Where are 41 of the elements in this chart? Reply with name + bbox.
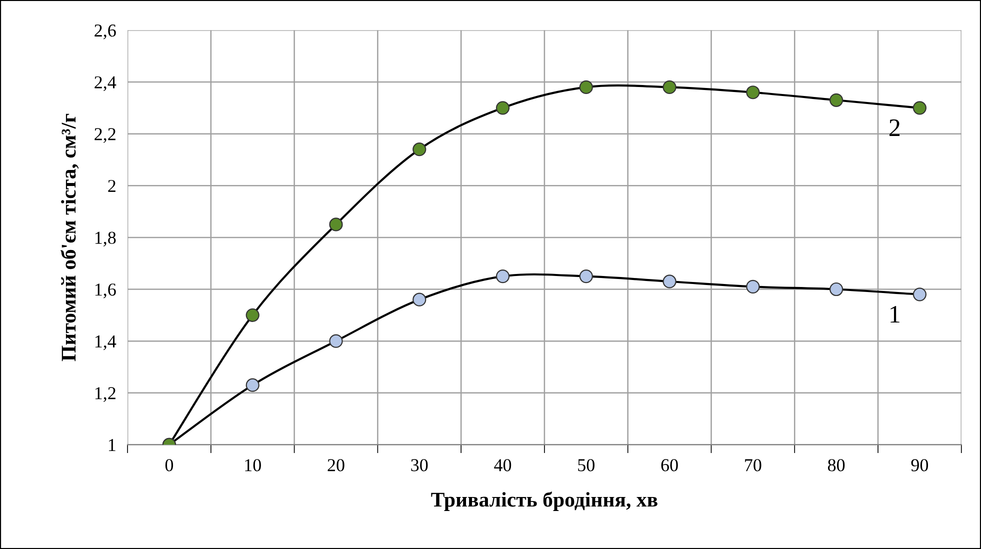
y-tick-label: 1,4 xyxy=(95,335,116,350)
point xyxy=(662,274,676,288)
point xyxy=(329,218,343,232)
point xyxy=(912,288,926,302)
x-tick-label: 30 xyxy=(411,459,428,472)
y-tick-label: 1,2 xyxy=(95,387,116,402)
point xyxy=(662,80,676,94)
point xyxy=(746,86,760,100)
x-tick-label: 80 xyxy=(828,459,845,472)
y-tick-label: 1 xyxy=(108,439,116,451)
y-tick-label: 1,8 xyxy=(95,232,116,246)
series-label: 2 xyxy=(890,119,900,136)
x-tick-label: 70 xyxy=(745,459,762,472)
point xyxy=(496,101,510,115)
y-tick-label: 2,2 xyxy=(94,128,116,143)
point xyxy=(246,378,260,392)
x-tick-label: 10 xyxy=(245,459,261,472)
point xyxy=(579,80,593,94)
y-axis-title: Питомий об'єм тіста, см³/г xyxy=(60,114,79,362)
point xyxy=(246,308,260,322)
point xyxy=(912,101,926,115)
series-label: 1 xyxy=(890,306,900,322)
x-tick-label: 60 xyxy=(661,459,678,472)
y-tick-label: 2,6 xyxy=(94,24,116,40)
point xyxy=(830,93,844,107)
x-tick-label: 20 xyxy=(328,459,344,472)
point xyxy=(496,269,510,284)
x-tick-label: 90 xyxy=(911,459,928,472)
point xyxy=(830,282,844,296)
x-tick-label: 50 xyxy=(578,459,594,472)
point xyxy=(412,142,426,156)
point xyxy=(412,292,426,306)
x-tick-label: 0 xyxy=(165,459,174,472)
y-tick-label: 1,6 xyxy=(95,284,116,298)
point xyxy=(746,280,760,294)
y-tick-label: 2 xyxy=(108,180,116,192)
x-axis-title: Тривалість бродіння, хв xyxy=(431,492,658,511)
y-tick-label: 2,4 xyxy=(94,76,116,92)
x-tick-label: 40 xyxy=(494,459,512,472)
point xyxy=(329,334,343,348)
point xyxy=(579,269,593,284)
